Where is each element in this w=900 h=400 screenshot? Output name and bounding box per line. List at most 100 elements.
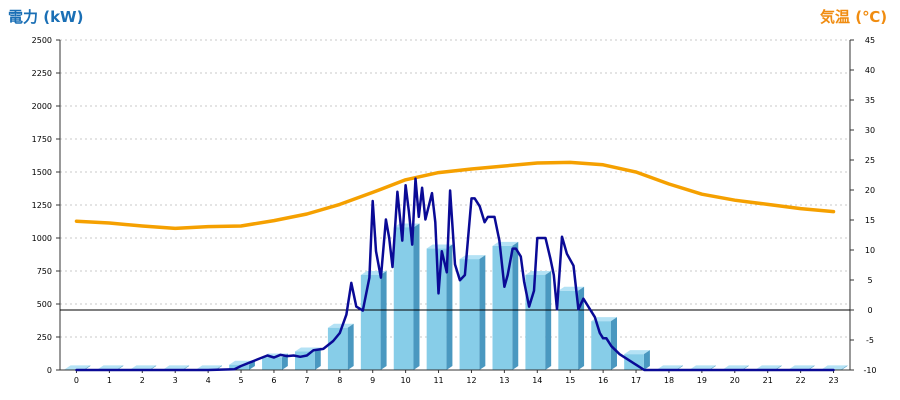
right-tick-label: 25 bbox=[865, 156, 875, 165]
right-tick-label: 35 bbox=[865, 96, 875, 105]
x-tick-label: 19 bbox=[697, 376, 707, 385]
x-tick-label: 17 bbox=[631, 376, 641, 385]
left-tick-label: 1500 bbox=[32, 168, 52, 177]
power-bar-top bbox=[426, 244, 453, 249]
power-bar-front bbox=[360, 274, 381, 370]
x-tick-label: 14 bbox=[532, 376, 542, 385]
x-tick-label: 23 bbox=[828, 376, 838, 385]
power-bar-front bbox=[295, 351, 315, 370]
power-bar-side bbox=[545, 270, 552, 370]
x-tick-label: 1 bbox=[107, 376, 112, 385]
power-bar-front bbox=[262, 357, 282, 370]
power-line bbox=[75, 177, 835, 372]
data-lines bbox=[74, 160, 836, 372]
left-tick-label: 1250 bbox=[32, 201, 52, 210]
power-bar-side bbox=[281, 353, 288, 370]
power-bar-top bbox=[130, 365, 157, 370]
left-tick-label: 750 bbox=[37, 267, 52, 276]
right-tick-label: 10 bbox=[865, 246, 875, 255]
temperature-line bbox=[74, 160, 836, 231]
power-bar bbox=[492, 241, 519, 370]
power-bar bbox=[327, 323, 354, 370]
x-tick-label: 15 bbox=[565, 376, 575, 385]
x-tick-label: 2 bbox=[140, 376, 145, 385]
x-tick-label: 11 bbox=[433, 376, 443, 385]
x-tick-label: 20 bbox=[730, 376, 740, 385]
power-bar-front bbox=[459, 259, 480, 370]
right-tick-label: 20 bbox=[865, 186, 875, 195]
left-tick-label: 2500 bbox=[32, 36, 52, 45]
power-bar bbox=[262, 353, 288, 370]
left-tick-label: 0 bbox=[47, 366, 52, 375]
power-bar-side bbox=[248, 360, 255, 370]
gridlines bbox=[60, 39, 850, 338]
power-bar-side bbox=[314, 347, 321, 370]
power-bar-top bbox=[722, 365, 749, 370]
right-tick-label: 40 bbox=[865, 66, 875, 75]
power-bar-side bbox=[413, 223, 420, 370]
power-bar-front bbox=[558, 290, 579, 370]
power-bar-top bbox=[163, 365, 190, 370]
power-bar bbox=[459, 255, 486, 370]
right-tick-label: 5 bbox=[867, 276, 872, 285]
power-bar-side bbox=[841, 365, 848, 370]
left-tick-label: 2000 bbox=[32, 102, 52, 111]
right-tick-label: -10 bbox=[863, 366, 876, 375]
power-bar-side bbox=[446, 244, 453, 370]
x-tick-label: 22 bbox=[796, 376, 806, 385]
power-bar bbox=[426, 244, 453, 370]
power-bar bbox=[525, 270, 552, 370]
power-bar-top bbox=[755, 365, 782, 370]
x-tick-label: 12 bbox=[466, 376, 476, 385]
power-bar-side bbox=[479, 255, 486, 370]
x-tick-label: 5 bbox=[238, 376, 243, 385]
power-bar-top bbox=[821, 365, 848, 370]
x-tick-label: 13 bbox=[499, 376, 509, 385]
x-tick-label: 8 bbox=[337, 376, 342, 385]
power-bar-side bbox=[643, 350, 650, 370]
power-bar-front bbox=[327, 327, 348, 370]
power-bar-side bbox=[512, 241, 519, 370]
power-bars bbox=[64, 223, 848, 370]
left-tick-label: 1750 bbox=[32, 135, 52, 144]
power-bar-top bbox=[525, 270, 552, 275]
right-axis-title: 気温 (℃) bbox=[820, 8, 887, 26]
power-bar-top bbox=[558, 286, 585, 291]
power-bar bbox=[393, 223, 420, 370]
x-tick-label: 16 bbox=[598, 376, 608, 385]
tick-labels: 02505007501000125015001750200022502500-1… bbox=[32, 36, 877, 385]
power-bar-top bbox=[690, 365, 716, 370]
power-bar-top bbox=[327, 323, 354, 328]
left-axis-title: 電力 (kW) bbox=[8, 8, 83, 26]
power-bar-top bbox=[97, 365, 124, 370]
power-bar bbox=[591, 317, 617, 370]
x-tick-label: 4 bbox=[206, 376, 211, 385]
x-tick-label: 21 bbox=[763, 376, 773, 385]
power-bar-top bbox=[657, 365, 683, 370]
x-tick-label: 3 bbox=[173, 376, 178, 385]
left-tick-label: 1000 bbox=[32, 234, 52, 243]
x-tick-label: 9 bbox=[370, 376, 375, 385]
left-tick-label: 250 bbox=[37, 333, 52, 342]
power-bar bbox=[558, 286, 585, 370]
power-bar-front bbox=[426, 248, 447, 370]
power-bar-front bbox=[591, 321, 611, 370]
power-bar-top bbox=[788, 365, 815, 370]
right-tick-label: -5 bbox=[866, 336, 874, 345]
axes bbox=[56, 39, 854, 373]
right-tick-label: 45 bbox=[865, 36, 875, 45]
x-tick-label: 7 bbox=[304, 376, 309, 385]
power-bar-front bbox=[393, 227, 414, 370]
x-tick-label: 18 bbox=[664, 376, 674, 385]
left-tick-label: 500 bbox=[37, 300, 52, 309]
left-tick-label: 2250 bbox=[32, 69, 52, 78]
x-tick-label: 10 bbox=[401, 376, 411, 385]
right-tick-label: 15 bbox=[865, 216, 875, 225]
power-bar bbox=[360, 270, 387, 370]
power-bar-top bbox=[64, 365, 91, 370]
power-bar-side bbox=[347, 323, 354, 370]
x-tick-label: 0 bbox=[74, 376, 79, 385]
power-bar-top bbox=[196, 365, 222, 370]
x-tick-label: 6 bbox=[271, 376, 276, 385]
